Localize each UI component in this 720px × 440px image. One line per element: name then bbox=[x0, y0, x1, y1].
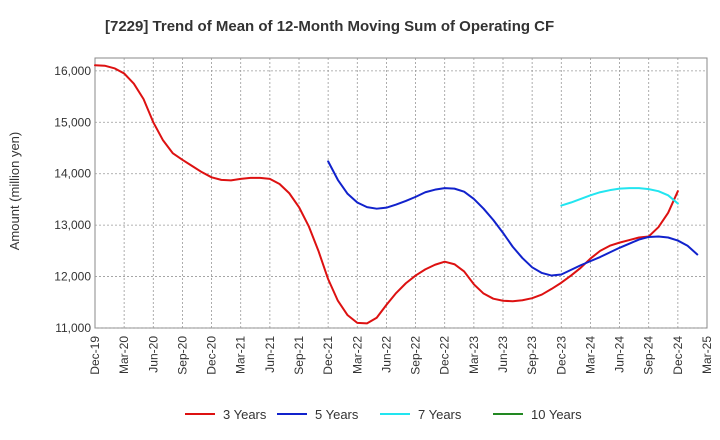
y-tick-label: 12,000 bbox=[54, 270, 91, 284]
x-tick-label: Jun-23 bbox=[496, 336, 510, 373]
x-tick-label: Mar-22 bbox=[350, 336, 364, 374]
x-tick-label: Jun-22 bbox=[379, 336, 393, 373]
y-tick-label: 16,000 bbox=[54, 64, 91, 78]
x-tick-label: Dec-24 bbox=[671, 336, 685, 375]
x-tick-label: Sep-24 bbox=[642, 336, 656, 375]
x-tick-label: Sep-23 bbox=[525, 336, 539, 375]
x-tick-label: Mar-21 bbox=[234, 336, 248, 374]
x-tick-label: Mar-25 bbox=[700, 336, 714, 374]
legend-label-7-years: 7 Years bbox=[418, 407, 462, 422]
legend-label-5-years: 5 Years bbox=[315, 407, 359, 422]
y-tick-label: 15,000 bbox=[54, 115, 91, 129]
series-line-7-years bbox=[560, 187, 679, 207]
chart-title: [7229] Trend of Mean of 12-Month Moving … bbox=[105, 18, 554, 35]
x-tick-label: Dec-23 bbox=[554, 336, 568, 375]
series-line-5-years bbox=[327, 160, 699, 277]
x-tick-label: Mar-24 bbox=[583, 336, 597, 374]
y-axis-label: Amount (million yen) bbox=[7, 132, 22, 251]
x-tick-label: Dec-19 bbox=[88, 336, 102, 375]
x-tick-label: Sep-20 bbox=[175, 336, 189, 375]
legend-label-10-years: 10 Years bbox=[531, 407, 582, 422]
x-tick-label: Sep-22 bbox=[409, 336, 423, 375]
x-tick-label: Dec-22 bbox=[438, 336, 452, 375]
x-tick-label: Dec-20 bbox=[205, 336, 219, 375]
y-tick-label: 13,000 bbox=[54, 218, 91, 232]
y-tick-label: 14,000 bbox=[54, 167, 91, 181]
x-tick-label: Mar-20 bbox=[117, 336, 131, 374]
plot-area: Dec-19 Mar-20 Jun-20 Sep-20 Dec-20 Mar-21 Jun-… bbox=[54, 57, 714, 375]
series-line-3-years bbox=[94, 64, 679, 325]
legend: 3 Years 5 Years 7 Years 10 Years bbox=[185, 407, 582, 422]
x-tick-label: Dec-21 bbox=[321, 336, 335, 375]
x-tick-label: Mar-23 bbox=[467, 336, 481, 374]
x-tick-label: Jun-21 bbox=[263, 336, 277, 373]
x-tick-label: Jun-24 bbox=[613, 336, 627, 373]
legend-label-3-years: 3 Years bbox=[223, 407, 267, 422]
plot-frame bbox=[94, 57, 708, 329]
x-tick-label: Sep-21 bbox=[292, 336, 306, 375]
x-tick-label: Jun-20 bbox=[146, 336, 160, 373]
y-tick-label: 11,000 bbox=[55, 321, 91, 335]
